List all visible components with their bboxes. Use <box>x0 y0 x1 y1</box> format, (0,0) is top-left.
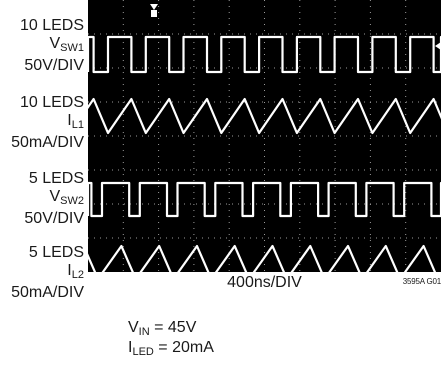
condition-vin: VIN = 45V <box>128 319 197 338</box>
channel-symbol: VSW1 <box>49 35 84 54</box>
trace-vsw2 <box>88 181 441 218</box>
channel-led-count: 5 LEDS <box>28 244 84 261</box>
channel-scale: 50V/DIV <box>24 57 84 74</box>
condition-iled: ILED = 20mA <box>128 339 214 358</box>
figure-code: 3595A G01 <box>402 277 441 286</box>
x-axis-label: 400ns/DIV <box>227 274 302 291</box>
traces <box>88 35 441 272</box>
channel-led-count: 10 LEDS <box>19 17 84 34</box>
trace-il1 <box>88 97 441 135</box>
oscilloscope-screen <box>88 0 441 272</box>
channel-label-vsw2: 5 LEDS VSW2 50V/DIV <box>24 170 84 228</box>
channel-symbol: IL2 <box>67 262 84 281</box>
trigger-marker-icon <box>150 4 158 10</box>
channel-label-vsw1: 10 LEDS VSW1 50V/DIV <box>20 17 84 75</box>
channel-led-count: 5 LEDS <box>28 170 84 187</box>
grid <box>88 0 441 272</box>
channel-label-il2: 5 LEDS IL2 50mA/DIV <box>11 244 84 302</box>
channel-symbol: IL1 <box>67 112 84 131</box>
channel-symbol: VSW2 <box>49 188 84 207</box>
level-marker-icon <box>435 42 441 50</box>
channel-scale: 50mA/DIV <box>11 284 84 301</box>
trigger-marker-icon-body <box>151 10 157 17</box>
channel-label-il1: 10 LEDS IL1 50mA/DIV <box>11 94 84 152</box>
channel-led-count: 10 LEDS <box>19 94 84 111</box>
trace-vsw1 <box>88 35 441 74</box>
channel-scale: 50V/DIV <box>24 210 84 227</box>
channel-scale: 50mA/DIV <box>11 134 84 151</box>
